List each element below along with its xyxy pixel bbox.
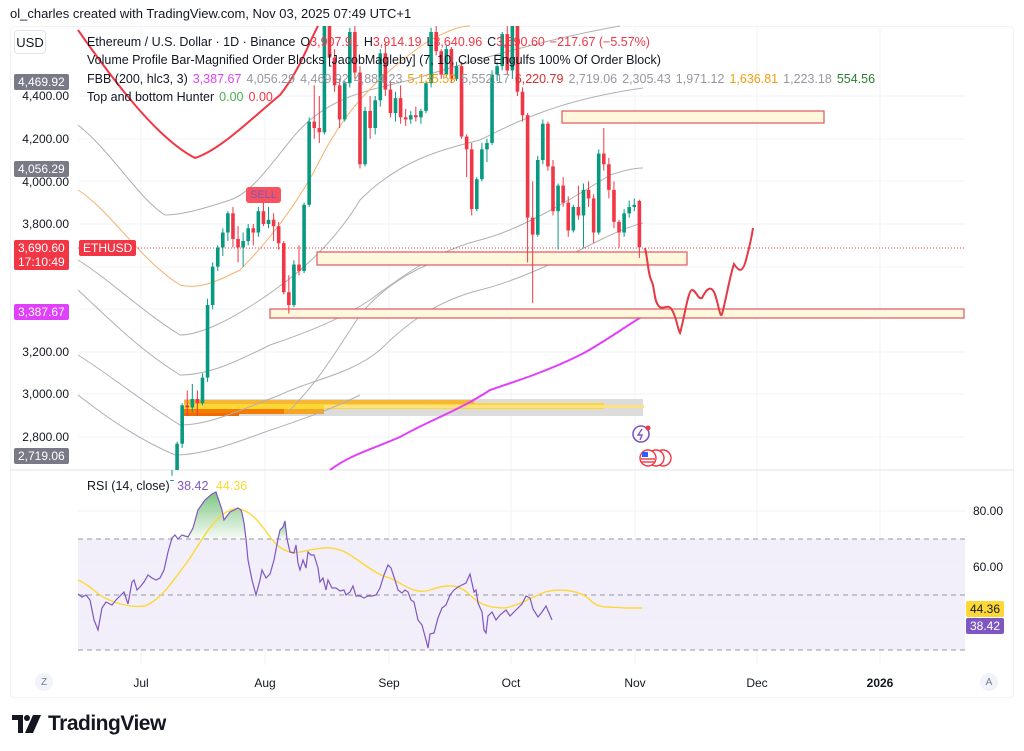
- time-axis-label: Aug: [254, 676, 276, 690]
- price-axis-label: 4,200.00: [22, 132, 69, 146]
- price-axis-label: 4,400.00: [22, 89, 69, 103]
- rsi-axis-label: 60.00: [973, 560, 1004, 574]
- candlesticks: [170, 26, 642, 481]
- bar-countdown: 17:10:49: [18, 255, 65, 269]
- fbb-value: 4,469.92: [300, 71, 349, 86]
- fbb-value: 5,552.17: [461, 71, 510, 86]
- order-block-upper: [561, 110, 825, 124]
- tradingview-logo: TradingView: [12, 712, 166, 736]
- events[interactable]: [632, 425, 672, 467]
- rsi-ma-tag: 44.36: [966, 601, 1005, 617]
- time-axis-label: 2026: [866, 676, 894, 690]
- ohlc-high-value: 3,914.19: [372, 35, 422, 49]
- ohlc-high-label: H: [363, 35, 373, 49]
- time-axis-label: Nov: [624, 676, 646, 690]
- fbb-value: 6,220.79: [514, 71, 564, 86]
- indicator-row-fbb[interactable]: FBB (200, hlc3, 3) 3,387.67 4,056.29 4,4…: [87, 70, 875, 88]
- last-price-tag: 3,690.60 17:10:49: [14, 240, 69, 270]
- time-axis-label: Dec: [746, 676, 768, 690]
- rsi-value: 38.42: [177, 479, 209, 493]
- price-axis-label: 2,800.00: [22, 430, 69, 444]
- fbb-value: 1,636.81: [729, 71, 779, 86]
- ohlc-close-label: C: [487, 35, 497, 49]
- ohlc-low-value: 3,640.96: [433, 35, 483, 49]
- fbb-lower-tag: 2,719.06: [14, 448, 69, 464]
- order-block-middle: [316, 251, 688, 266]
- zoom-reset-button[interactable]: Z: [35, 673, 53, 691]
- volume-profile-block: [184, 399, 644, 416]
- price-axis-label: 3,800.00: [22, 217, 69, 231]
- fbb-value: 3,387.67: [192, 71, 242, 86]
- ohlc-low-label: L: [426, 35, 434, 49]
- fbb-basis-tag: 3,387.67: [14, 304, 69, 320]
- lightning-event-icon: [632, 425, 650, 443]
- fbb-value: 1,223.18: [783, 71, 832, 86]
- rsi-title[interactable]: RSI (14, close): [87, 479, 170, 493]
- hunter-bottom-value: 0.00: [248, 90, 273, 105]
- ohlc-open-label: O: [300, 35, 311, 49]
- ohlc-close-value: 3,690.60: [496, 35, 545, 49]
- fbb-mid-tag: 4,056.29: [14, 161, 69, 177]
- attribution-text: ol_charles created with TradingView.com,…: [10, 6, 412, 21]
- fbb-value: 5,135.59: [407, 71, 457, 86]
- time-axis-label: Oct: [501, 676, 521, 690]
- hunter-top-value: 0.00: [219, 90, 244, 105]
- currency-button[interactable]: USD: [14, 30, 46, 54]
- ohlc-open-value: 3,907.91: [310, 35, 359, 49]
- symbol-tag: ETHUSD: [79, 240, 137, 256]
- fbb-value: 4,056.29: [246, 71, 296, 86]
- time-axis-label: Sep: [378, 676, 400, 690]
- rsi-value-tag: 38.42: [966, 618, 1005, 634]
- fbb-value: 4,884.23: [353, 71, 403, 86]
- price-axis-label: 3,200.00: [22, 345, 69, 359]
- rsi-legend[interactable]: RSI (14, close) 38.42 44.36: [87, 479, 247, 493]
- rsi-ma-value: 44.36: [215, 479, 248, 493]
- rsi-axis-label: 80.00: [973, 504, 1004, 518]
- fbb-value: 2,719.06: [568, 71, 618, 86]
- fbb-value: 554.56: [836, 71, 876, 86]
- indicator-name[interactable]: Top and bottom Hunter: [87, 90, 215, 105]
- order-blocks: [269, 110, 965, 319]
- logo-text: TradingView: [48, 712, 166, 735]
- fbb-upper-tag: 4,469.92: [14, 74, 69, 90]
- auto-scale-button[interactable]: A: [980, 673, 998, 691]
- order-block-lower: [269, 308, 965, 319]
- symbol-name[interactable]: Ethereum / U.S. Dollar · 1D · Binance: [87, 35, 296, 49]
- projection-path: [644, 227, 754, 336]
- fbb-value: 2,305.43: [622, 71, 671, 86]
- price-axis-label: 3,000.00: [22, 387, 69, 401]
- indicator-row-order-blocks[interactable]: Volume Profile Bar-Magnified Order Block…: [87, 51, 875, 69]
- rsi-pane: [77, 491, 965, 651]
- last-price-value: 3,690.60: [18, 241, 65, 255]
- time-axis-label: Jul: [133, 676, 149, 690]
- tradingview-logo-icon: [12, 715, 41, 733]
- fbb-bands: [77, 25, 644, 471]
- indicator-name[interactable]: FBB (200, hlc3, 3): [87, 71, 188, 86]
- fbb-value: 1,971.12: [675, 71, 725, 86]
- price-axis-label: 4,000.00: [22, 175, 69, 189]
- indicator-name[interactable]: Volume Profile Bar-Magnified Order Block…: [87, 53, 661, 68]
- sell-signal-label: SELL: [246, 187, 281, 203]
- indicator-row-top-bottom-hunter[interactable]: Top and bottom Hunter 0.00 0.00: [87, 88, 875, 106]
- ohlc-change: −217.67 (−5.57%): [549, 35, 650, 49]
